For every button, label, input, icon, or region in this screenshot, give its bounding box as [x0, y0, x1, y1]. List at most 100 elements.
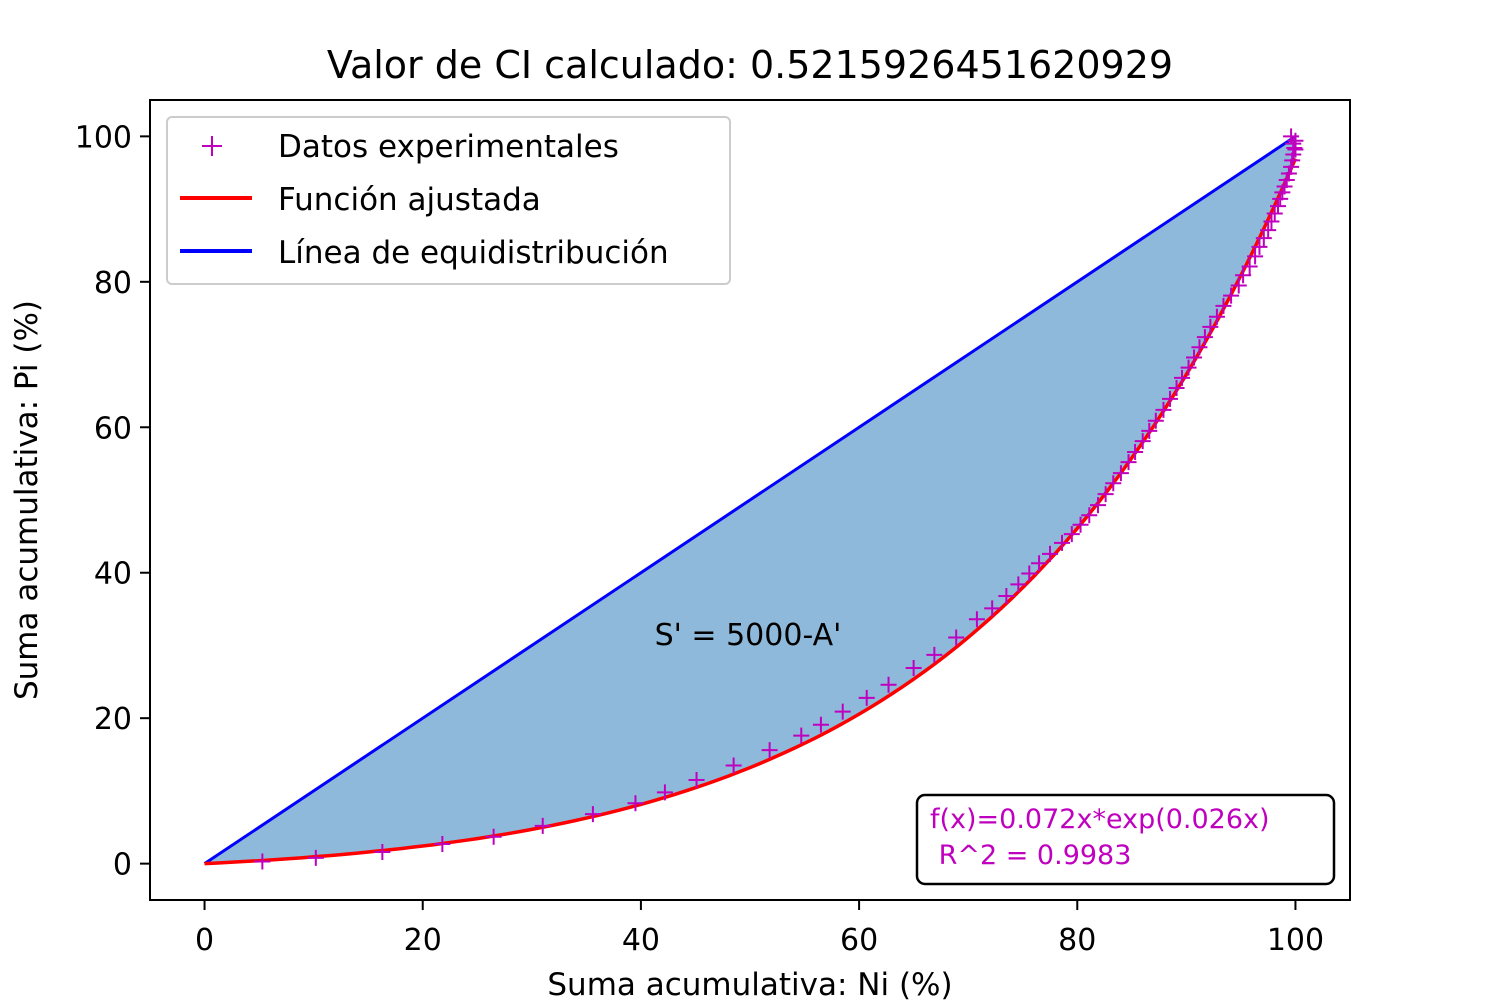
- y-axis-label: Suma acumulativa: Pi (%): [9, 300, 45, 700]
- data-point: [926, 646, 943, 663]
- data-point: [1278, 172, 1295, 188]
- scatter-points: [254, 128, 1304, 870]
- legend-label-equidistribucion: Línea de equidistribución: [278, 235, 669, 271]
- data-point: [1255, 230, 1272, 247]
- data-point: [880, 676, 897, 693]
- data-point: [1031, 555, 1048, 572]
- x-tick-label: 0: [195, 923, 214, 958]
- data-point: [1266, 205, 1283, 222]
- y-tick-label: 100: [75, 120, 132, 155]
- legend-marker-datos: [202, 136, 222, 156]
- data-point: [1042, 545, 1058, 562]
- data-point: [1283, 158, 1300, 175]
- chart-title: Valor de CI calculado: 0.521592645162092…: [327, 43, 1173, 87]
- x-tick-label: 80: [1058, 923, 1096, 958]
- data-point: [1280, 165, 1297, 182]
- data-point: [1112, 465, 1129, 482]
- data-point: [793, 727, 810, 744]
- data-point: [1147, 412, 1164, 429]
- data-point: [1223, 287, 1240, 304]
- data-point: [1283, 128, 1300, 145]
- x-axis-label: Suma acumulativa: Ni (%): [547, 967, 952, 1000]
- data-point: [1230, 277, 1247, 294]
- data-point: [374, 844, 391, 860]
- data-point: [998, 588, 1015, 604]
- legend-frame: [166, 116, 731, 285]
- y-tick-label: 80: [94, 266, 132, 301]
- x-tick-label: 100: [1267, 923, 1324, 958]
- data-point: [1191, 339, 1208, 356]
- area-between-curves: [204, 136, 1296, 864]
- data-point: [984, 600, 1001, 617]
- fit-info-frame: [915, 793, 1336, 886]
- data-point: [1235, 267, 1252, 284]
- data-point: [1155, 401, 1172, 418]
- x-tick-label: 20: [404, 923, 442, 958]
- plot-area: [203, 128, 1304, 870]
- data-point: [1215, 297, 1232, 314]
- data-point: [1081, 507, 1098, 524]
- data-point: [1276, 178, 1293, 195]
- data-point: [1241, 258, 1258, 275]
- legend: Datos experimentales Función ajustada Lí…: [166, 116, 731, 285]
- x-tick-label: 40: [622, 923, 660, 958]
- data-point: [1287, 141, 1304, 158]
- data-point: [534, 817, 551, 834]
- data-point: [1174, 369, 1190, 386]
- data-point: [627, 795, 644, 812]
- data-point: [1196, 329, 1213, 346]
- data-point: [1127, 444, 1144, 460]
- data-point: [485, 828, 502, 845]
- data-point: [1180, 359, 1197, 376]
- data-point: [307, 849, 324, 866]
- data-point: [1021, 565, 1038, 582]
- legend-label-funcion: Función ajustada: [278, 182, 541, 218]
- data-point: [688, 772, 705, 788]
- plot-frame: [149, 99, 1351, 901]
- fit-info-box: f(x)=0.072x*exp(0.026x) R^2 = 0.9983: [915, 793, 1336, 886]
- data-point: [1263, 213, 1280, 230]
- area-annotation: S' = 5000-A': [655, 618, 842, 653]
- y-tick-label: 40: [94, 557, 132, 592]
- data-point: [1272, 190, 1289, 207]
- data-point: [1010, 576, 1027, 593]
- data-point: [656, 784, 673, 801]
- data-point: [858, 689, 875, 706]
- y-axis-ticks: 0 20 40 60 80 100: [75, 120, 150, 883]
- x-tick-label: 60: [840, 923, 878, 958]
- x-axis-ticks: 0 20 40 60 80 100: [195, 900, 1324, 958]
- data-point: [1072, 516, 1089, 533]
- data-point: [1208, 308, 1225, 325]
- data-point: [1134, 433, 1151, 450]
- data-point: [1141, 422, 1158, 439]
- y-tick-label: 0: [113, 848, 132, 883]
- data-point: [1090, 497, 1106, 514]
- y-tick-label: 60: [94, 411, 132, 446]
- data-point: [905, 660, 922, 676]
- data-point: [1120, 454, 1137, 471]
- data-point: [434, 836, 451, 852]
- data-point: [948, 629, 965, 646]
- data-point: [1097, 486, 1114, 503]
- data-point: [1202, 318, 1219, 335]
- data-point: [761, 742, 778, 759]
- data-point: [968, 611, 985, 628]
- data-point: [1054, 534, 1070, 551]
- data-point: [812, 716, 829, 733]
- data-point: [1105, 475, 1122, 492]
- y-tick-label: 20: [94, 702, 132, 737]
- legend-label-datos: Datos experimentales: [278, 129, 619, 165]
- data-point: [725, 757, 742, 774]
- data-point: [1270, 198, 1286, 215]
- series-line-equidistribucion: [203, 135, 1297, 865]
- data-point: [254, 853, 271, 870]
- data-point: [1247, 248, 1264, 265]
- data-point: [1251, 238, 1268, 255]
- data-point: [834, 703, 851, 720]
- data-point: [1186, 349, 1202, 366]
- data-point: [1168, 380, 1185, 396]
- data-point: [1162, 390, 1178, 407]
- fit-formula: f(x)=0.072x*exp(0.026x): [930, 804, 1270, 835]
- data-point: [1260, 222, 1277, 239]
